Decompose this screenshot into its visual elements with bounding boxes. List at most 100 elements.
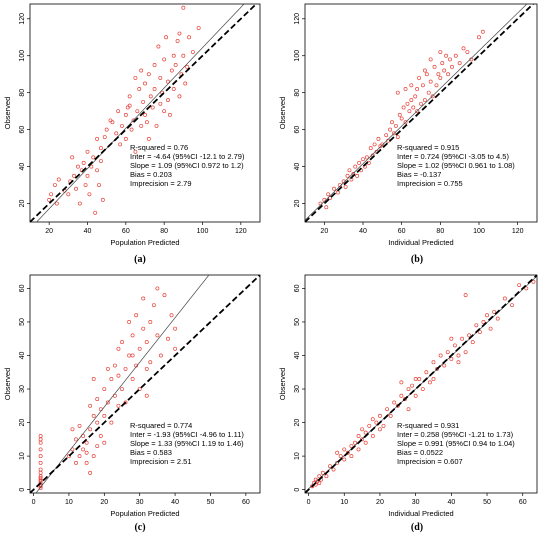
data-point: [127, 320, 132, 324]
data-point: [38, 437, 43, 442]
stats-line: R-squared = 0.774: [130, 421, 192, 430]
data-point: [367, 423, 372, 428]
data-point: [141, 296, 146, 301]
data-point: [467, 333, 472, 338]
stats-line: Imprecision = 2.51: [130, 457, 192, 466]
data-point: [360, 427, 365, 432]
data-point: [144, 340, 149, 345]
data-point: [413, 393, 418, 398]
data-point: [143, 81, 147, 86]
x-tick-label: 20: [100, 499, 108, 506]
y-axis-label: Observed: [3, 97, 12, 130]
data-point: [187, 35, 192, 40]
data-point: [442, 68, 447, 73]
y-tick-label: 20: [294, 419, 301, 427]
data-point: [370, 417, 375, 422]
data-point: [169, 68, 174, 73]
data-point: [52, 183, 57, 188]
data-point: [38, 447, 43, 452]
data-point: [390, 120, 394, 125]
data-point: [177, 94, 182, 99]
data-point: [116, 373, 121, 378]
x-tick-label: 40: [84, 228, 92, 235]
data-point: [438, 353, 443, 358]
x-tick-label: 40: [171, 499, 179, 506]
data-point: [84, 460, 89, 465]
data-point: [56, 177, 61, 182]
data-point: [355, 173, 360, 178]
data-point: [100, 197, 105, 202]
data-point: [133, 149, 138, 154]
data-point: [88, 403, 93, 408]
data-point: [353, 440, 357, 445]
data-point: [66, 192, 71, 197]
data-point: [442, 363, 447, 368]
data-point: [110, 120, 115, 125]
data-point: [448, 57, 452, 62]
data-point: [102, 387, 107, 391]
data-point: [397, 112, 402, 117]
data-point: [95, 444, 100, 448]
x-tick-label: 60: [122, 228, 130, 235]
y-tick-label: 50: [19, 318, 26, 326]
x-tick-label: 50: [207, 499, 215, 506]
data-point: [127, 353, 132, 358]
stats-line: Bias = -0.137: [397, 170, 441, 179]
panel-label: (d): [411, 522, 423, 533]
data-point: [158, 353, 163, 358]
data-point: [405, 101, 410, 106]
data-point: [413, 94, 418, 99]
data-point: [143, 112, 147, 117]
data-point: [431, 360, 436, 365]
data-point: [66, 454, 71, 459]
data-point: [465, 50, 470, 54]
data-point: [427, 380, 432, 385]
data-point: [495, 316, 500, 321]
data-point: [410, 383, 415, 388]
data-point: [158, 101, 163, 106]
x-tick-label: 100: [473, 228, 485, 235]
data-point: [356, 447, 361, 452]
data-point: [137, 87, 142, 91]
data-point: [342, 457, 347, 462]
data-point: [87, 192, 92, 197]
data-point: [102, 440, 107, 445]
data-point: [409, 98, 414, 103]
data-point: [457, 61, 462, 66]
data-point: [130, 353, 135, 358]
x-tick-label: 40: [359, 228, 367, 235]
y-tick-label: 10: [19, 452, 26, 460]
data-point: [335, 460, 340, 465]
data-point: [84, 450, 89, 455]
y-tick-label: 30: [19, 385, 26, 393]
data-point: [171, 53, 176, 58]
x-axis-label: Population Predicted: [110, 238, 179, 247]
data-point: [158, 75, 163, 80]
data-point: [438, 75, 443, 80]
data-point: [401, 105, 406, 110]
data-point: [167, 112, 172, 117]
data-point: [363, 430, 368, 435]
stats-line: Bias = 0.0522: [397, 448, 443, 457]
stats-line: Slope = 0.991 (95%CI 0.94 to 1.04): [397, 439, 515, 448]
data-point: [324, 205, 329, 210]
regression-line: [36, 4, 245, 222]
data-point: [432, 64, 437, 69]
y-tick-label: 40: [19, 163, 26, 171]
data-point: [428, 57, 433, 62]
x-tick-label: 120: [235, 228, 247, 235]
data-point: [449, 336, 454, 341]
data-point: [155, 286, 160, 291]
stats-line: Inter = -4.64 (95%CI -12.1 to 2.79): [130, 152, 245, 161]
y-tick-label: 100: [19, 50, 26, 62]
data-point: [85, 173, 90, 178]
data-point: [360, 437, 365, 442]
data-point: [428, 79, 433, 84]
data-point: [422, 98, 427, 103]
x-axis-label: Individual Predicted: [388, 509, 453, 518]
data-point: [399, 116, 404, 121]
y-tick-label: 60: [19, 126, 26, 134]
data-point: [426, 90, 431, 95]
data-point: [376, 136, 381, 141]
data-point: [88, 427, 93, 432]
